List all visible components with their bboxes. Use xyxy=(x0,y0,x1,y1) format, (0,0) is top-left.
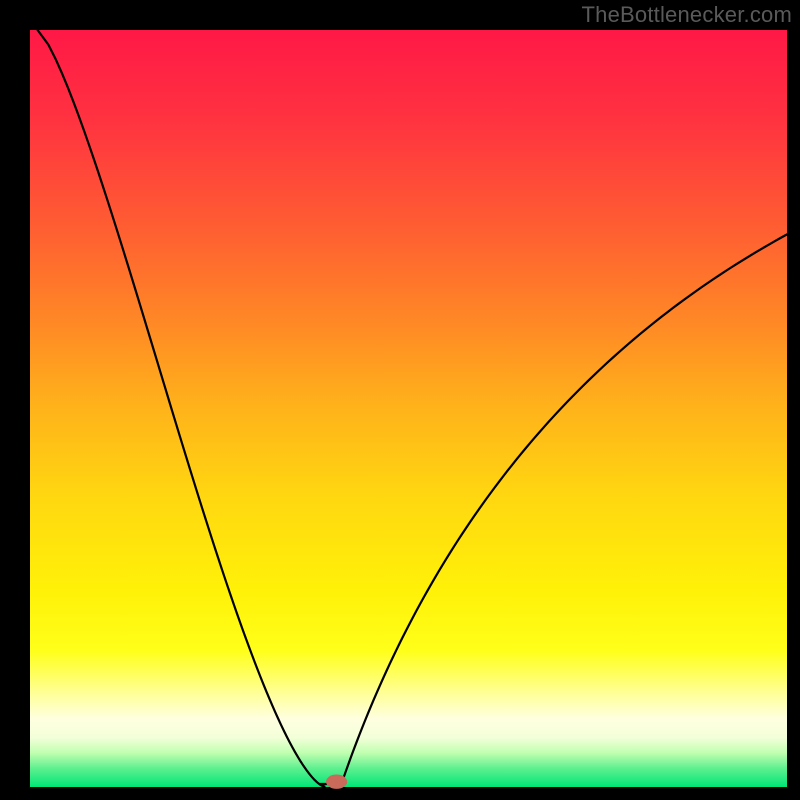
watermark-text: TheBottlenecker.com xyxy=(582,2,792,28)
optimal-point-marker xyxy=(326,775,347,789)
chart-svg xyxy=(0,0,800,800)
chart-frame: TheBottlenecker.com xyxy=(0,0,800,800)
